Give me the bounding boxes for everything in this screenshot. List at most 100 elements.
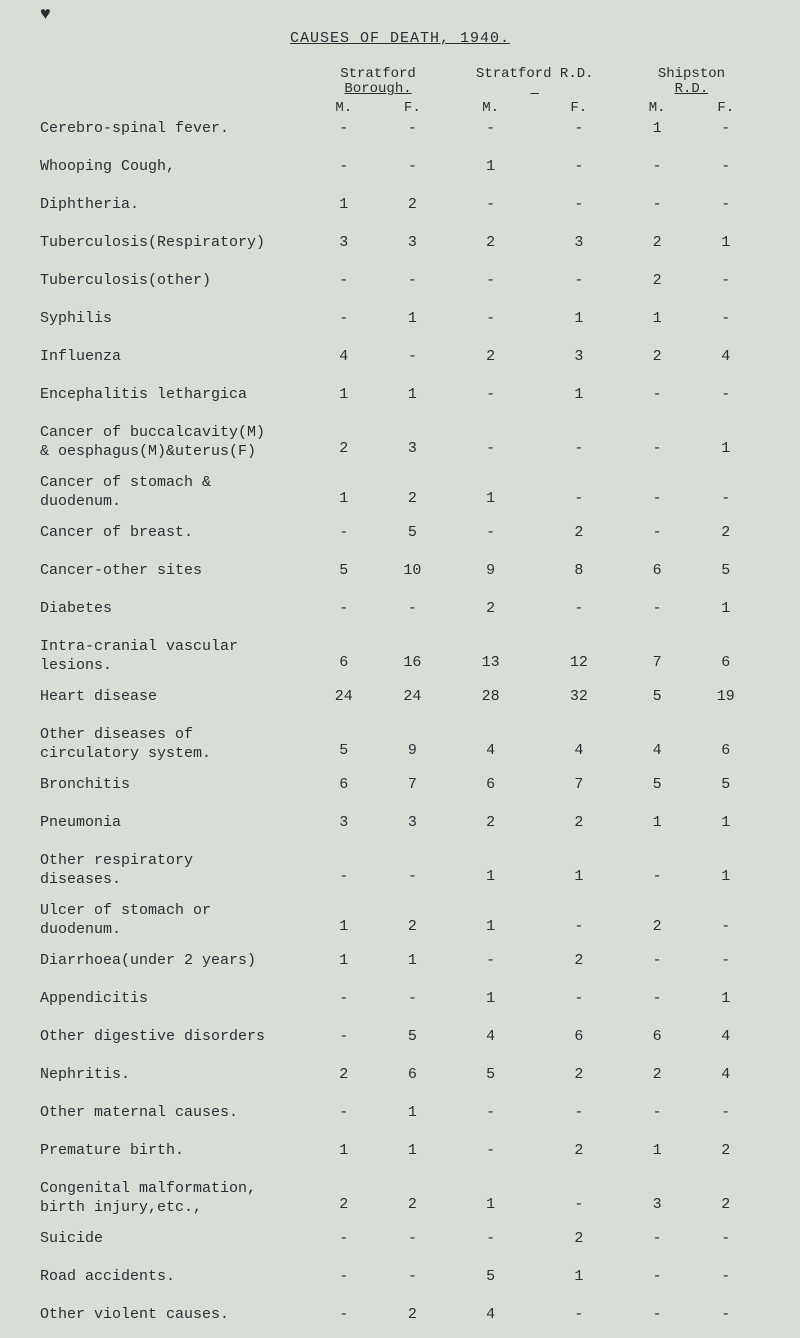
col-header-m: M. [623, 100, 692, 116]
cell-value: 5 [309, 562, 378, 579]
table-row: Pneumonia332211 [40, 814, 760, 846]
table-row: Intra-cranial vascular lesions.616131276 [40, 638, 760, 682]
row-label: Other maternal causes. [40, 1104, 309, 1123]
cell-value: 1 [691, 990, 760, 1007]
cell-value: - [623, 474, 692, 507]
cell-value: 1 [535, 852, 623, 885]
table-row: Whooping Cough,--1--- [40, 158, 760, 190]
cell-value: 4 [447, 1306, 535, 1323]
cell-value: - [535, 990, 623, 1007]
table-row: Other maternal causes.-1---- [40, 1104, 760, 1136]
cell-value: 10 [378, 562, 447, 579]
cell-value: - [535, 158, 623, 175]
cell-value: - [447, 524, 535, 541]
cell-value: 1 [623, 310, 692, 327]
header-line [447, 82, 623, 97]
cell-value: - [378, 120, 447, 137]
cell-value: 5 [623, 688, 692, 705]
cell-value: - [691, 902, 760, 935]
cell-value: 2 [378, 1180, 447, 1213]
cell-value: - [309, 990, 378, 1007]
cell-value: 1 [691, 424, 760, 457]
row-label: Other violent causes. [40, 1306, 309, 1325]
cell-value: 2 [623, 902, 692, 935]
table-row: Nephritis.265224 [40, 1066, 760, 1098]
table-row: Encephalitis lethargica11-1-- [40, 386, 760, 418]
cell-value: 5 [309, 726, 378, 759]
cell-value: - [309, 1306, 378, 1323]
cell-value: 2 [535, 1230, 623, 1247]
cell-value: - [691, 196, 760, 213]
row-label: Ulcer of stomach or duodenum. [40, 902, 309, 940]
subheader: M. F. M. F. M. F. [40, 100, 760, 116]
cell-value: - [447, 952, 535, 969]
col-header-m: M. [309, 100, 378, 116]
cell-value: 5 [378, 1028, 447, 1045]
cell-value: 2 [535, 952, 623, 969]
cell-value: 6 [623, 1028, 692, 1045]
cell-value: 1 [378, 1104, 447, 1121]
cell-value: - [447, 272, 535, 289]
cell-value: - [447, 386, 535, 403]
row-label: Tuberculosis(other) [40, 272, 309, 291]
cell-value: 2 [535, 814, 623, 831]
cell-value: - [623, 1104, 692, 1121]
cell-value: 7 [623, 638, 692, 671]
col-header-m: M. [447, 100, 535, 116]
cell-value: 5 [378, 524, 447, 541]
cell-value: 2 [535, 524, 623, 541]
col-header-f: F. [691, 100, 760, 116]
cell-value: - [378, 600, 447, 617]
cell-value: 2 [309, 1066, 378, 1083]
cell-value: 32 [535, 688, 623, 705]
row-label: Pneumonia [40, 814, 309, 833]
row-label: Other diseases of circulatory system. [40, 726, 309, 764]
cell-value: 24 [378, 688, 447, 705]
cell-value: 28 [447, 688, 535, 705]
cell-value: - [691, 158, 760, 175]
table-row: Premature birth.11-212 [40, 1142, 760, 1174]
header-line: Shipston [623, 67, 760, 82]
cell-value: 7 [535, 776, 623, 793]
cell-value: - [535, 272, 623, 289]
cell-value: 2 [535, 1142, 623, 1159]
cell-value: - [447, 196, 535, 213]
cell-value: 1 [309, 196, 378, 213]
cell-value: 4 [447, 1028, 535, 1045]
row-label: Suicide [40, 1230, 309, 1249]
row-label: Diarrhoea(under 2 years) [40, 952, 309, 971]
cell-value: 8 [535, 562, 623, 579]
row-label: Syphilis [40, 310, 309, 329]
cell-value: - [691, 474, 760, 507]
cell-value: - [623, 952, 692, 969]
cell-value: 2 [447, 600, 535, 617]
cell-value: 1 [623, 814, 692, 831]
page-title: CAUSES OF DEATH, 1940. [40, 30, 760, 47]
row-label: Tuberculosis(Respiratory) [40, 234, 309, 253]
cell-value: 6 [623, 562, 692, 579]
cell-value: 3 [535, 234, 623, 251]
cell-value: - [378, 852, 447, 885]
header-group-shipston: Shipston R.D. [623, 67, 760, 98]
table-row: Suicide---2-- [40, 1230, 760, 1262]
cell-value: 2 [691, 1142, 760, 1159]
cell-value: 3 [378, 814, 447, 831]
cell-value: 1 [447, 158, 535, 175]
cell-value: 1 [623, 120, 692, 137]
cell-value: 19 [691, 688, 760, 705]
header-line: Stratford R.D. [447, 67, 623, 82]
cell-value: 1 [535, 1268, 623, 1285]
cell-value: 5 [447, 1066, 535, 1083]
table-row: Bronchitis676755 [40, 776, 760, 808]
page-mark: ♥ [40, 5, 51, 25]
cell-value: 1 [309, 386, 378, 403]
cell-value: - [309, 600, 378, 617]
row-label: Other respiratory diseases. [40, 852, 309, 890]
cell-value: 4 [691, 1028, 760, 1045]
col-header-f: F. [378, 100, 447, 116]
cell-value: 4 [535, 726, 623, 759]
cell-value: 1 [691, 600, 760, 617]
cell-value: - [691, 1230, 760, 1247]
cell-value: - [623, 1230, 692, 1247]
table-row: Syphilis-1-11- [40, 310, 760, 342]
